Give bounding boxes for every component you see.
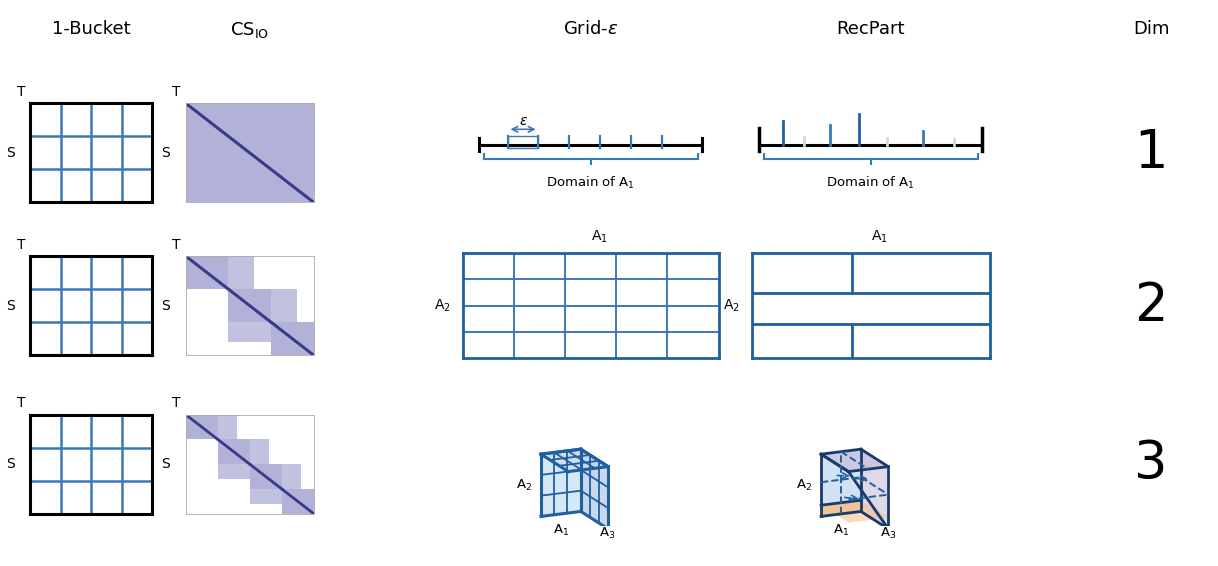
Polygon shape (821, 449, 888, 471)
Bar (270, 289, 296, 322)
Text: 1-Bucket: 1-Bucket (52, 20, 130, 38)
Text: S: S (6, 146, 15, 160)
Text: A$_2$: A$_2$ (434, 298, 451, 314)
Text: Grid-$\varepsilon$: Grid-$\varepsilon$ (563, 20, 619, 38)
Text: 3: 3 (1134, 438, 1168, 490)
Text: Domain of A$_1$: Domain of A$_1$ (547, 175, 635, 191)
Text: T: T (173, 396, 180, 410)
Text: A$_2$: A$_2$ (516, 478, 532, 493)
Text: A$_1$: A$_1$ (591, 229, 608, 245)
Text: A$_3$: A$_3$ (879, 526, 896, 542)
Bar (270, 322, 314, 355)
Text: T: T (17, 85, 26, 98)
Polygon shape (581, 449, 608, 529)
Bar (185, 414, 218, 439)
Bar (508, 136, 538, 148)
Bar (250, 464, 281, 489)
Text: A$_2$: A$_2$ (797, 478, 812, 493)
Text: 1: 1 (1134, 127, 1168, 179)
Bar (281, 464, 301, 489)
Bar (229, 289, 270, 322)
Polygon shape (821, 500, 888, 522)
Bar (229, 256, 253, 289)
Text: Dim: Dim (1133, 20, 1169, 38)
Text: A$_2$: A$_2$ (723, 298, 739, 314)
Text: Domain of A$_1$: Domain of A$_1$ (827, 175, 915, 191)
Bar (218, 464, 250, 479)
Bar (218, 439, 250, 464)
Text: T: T (173, 85, 180, 98)
Polygon shape (541, 449, 608, 471)
Bar (229, 322, 270, 342)
Text: A$_1$: A$_1$ (833, 522, 849, 538)
Bar (270, 355, 314, 375)
Bar (185, 256, 229, 289)
Polygon shape (541, 449, 581, 516)
Text: T: T (17, 238, 26, 251)
Text: CS$_{\mathregular{IO}}$: CS$_{\mathregular{IO}}$ (230, 20, 269, 40)
Bar (281, 514, 314, 529)
Text: T: T (17, 396, 26, 410)
Bar (250, 439, 269, 464)
Text: A$_1$: A$_1$ (553, 522, 569, 538)
Text: S: S (6, 457, 15, 471)
Text: S: S (6, 299, 15, 312)
Text: S: S (161, 457, 169, 471)
Bar (218, 414, 236, 439)
Text: A$_3$: A$_3$ (599, 526, 616, 542)
Text: T: T (173, 238, 180, 251)
Polygon shape (821, 449, 861, 516)
Text: A$_1$: A$_1$ (871, 229, 888, 245)
Text: S: S (161, 146, 169, 160)
Bar (250, 489, 281, 504)
Bar (281, 489, 314, 514)
Polygon shape (821, 500, 861, 516)
Text: 2: 2 (1134, 280, 1168, 332)
Text: RecPart: RecPart (837, 20, 905, 38)
Text: $\varepsilon$: $\varepsilon$ (519, 114, 527, 127)
Polygon shape (861, 449, 888, 529)
Text: S: S (161, 299, 169, 312)
